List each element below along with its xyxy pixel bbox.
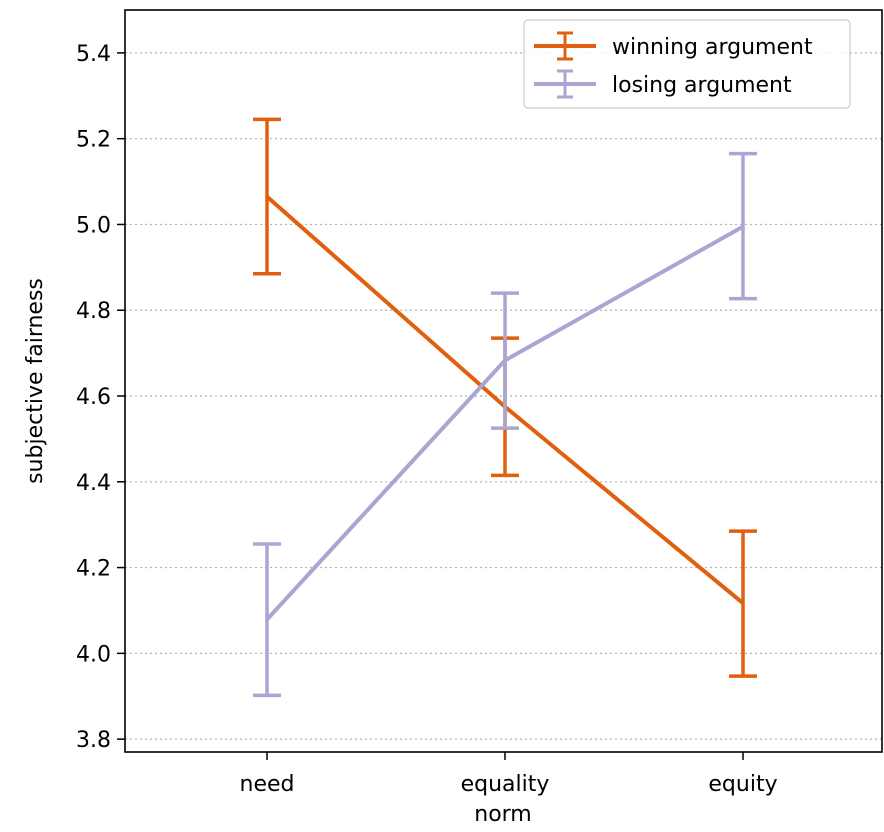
x-tick-label: need	[240, 772, 295, 797]
x-axis: need equality equity	[240, 752, 778, 797]
grid-lines	[125, 52, 882, 740]
legend-label: winning argument	[612, 35, 813, 60]
y-tick-label: 4.4	[76, 471, 111, 496]
y-axis: 3.8 4.0 4.2 4.4 4.6 4.8 5.0 5.2 5.4	[76, 42, 125, 753]
series-layer	[253, 117, 757, 698]
y-tick-label: 3.8	[76, 728, 111, 753]
y-tick-label: 5.4	[76, 42, 111, 67]
x-tick-label: equity	[708, 772, 777, 797]
x-axis-label: norm	[474, 802, 532, 827]
y-tick-label: 4.0	[76, 642, 111, 667]
series-1	[253, 151, 757, 698]
y-tick-label: 5.0	[76, 213, 111, 238]
y-tick-label: 4.8	[76, 299, 111, 324]
y-tick-label: 4.2	[76, 557, 111, 582]
y-axis-label: subjective fairness	[23, 278, 48, 484]
legend-label: losing argument	[612, 73, 792, 98]
legend-frame	[523, 19, 851, 109]
y-tick-label: 5.2	[76, 128, 111, 153]
x-tick-label: equality	[461, 772, 550, 797]
plot-frame	[124, 9, 883, 753]
y-tick-label: 4.6	[76, 385, 111, 410]
legend: winning argument losing argument	[523, 19, 851, 109]
